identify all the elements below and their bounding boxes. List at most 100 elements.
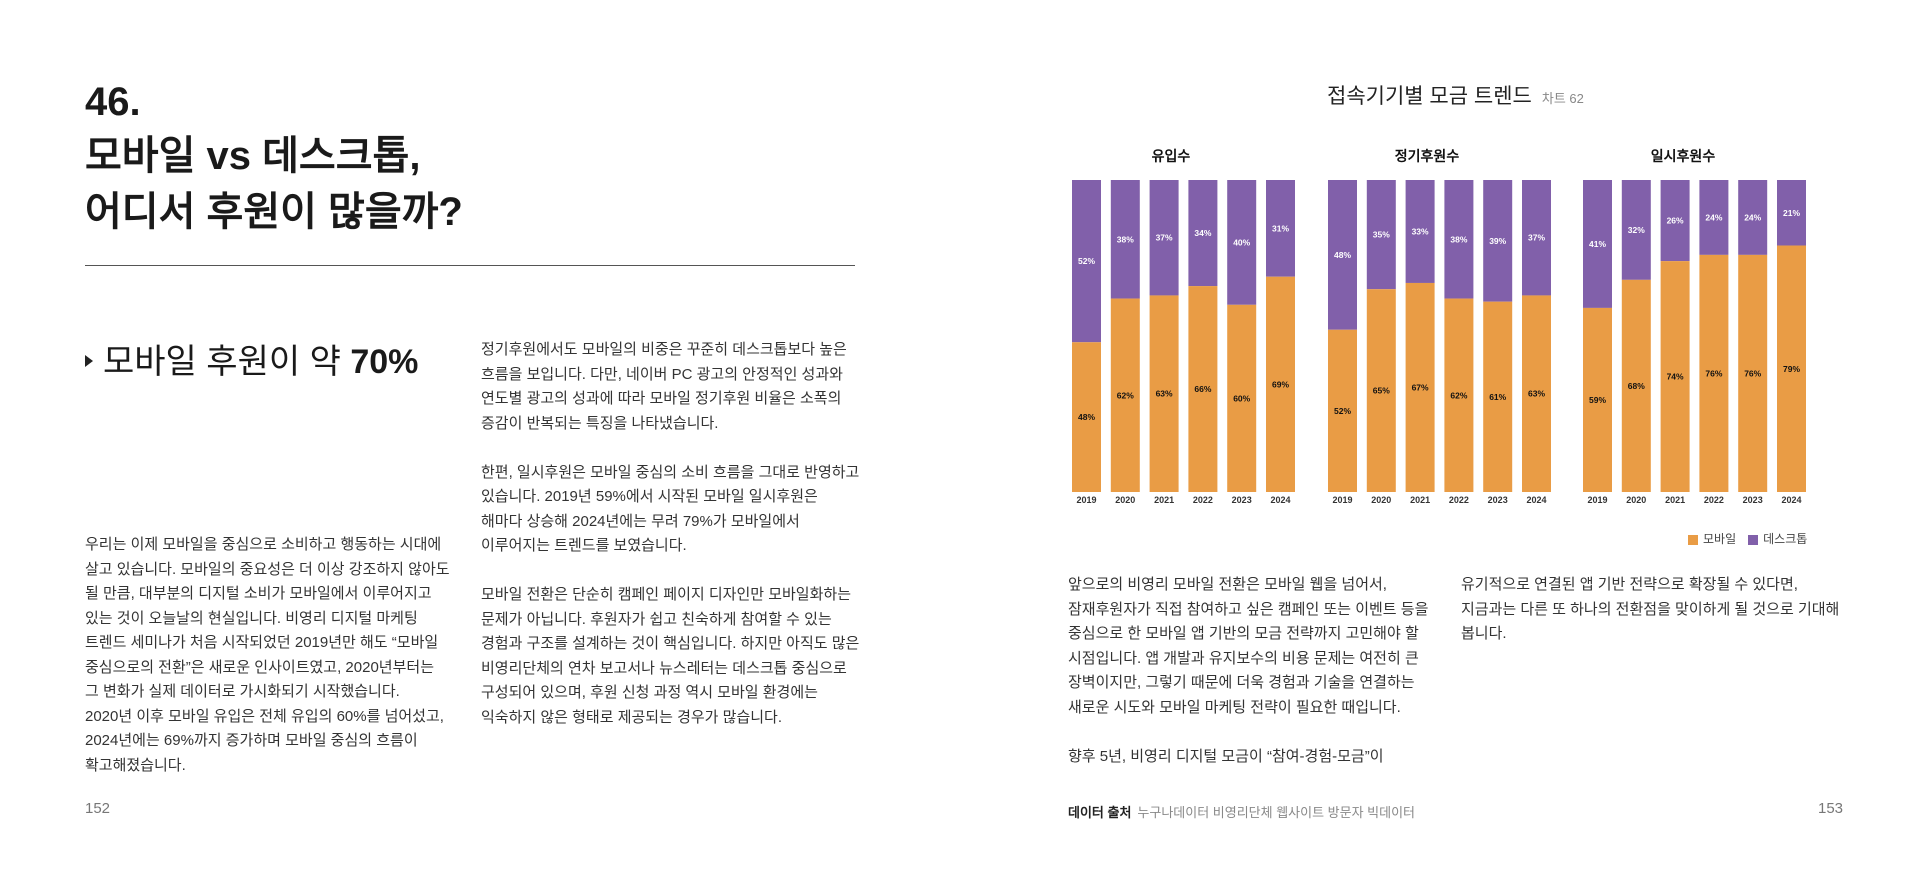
bar-desktop <box>1483 180 1513 302</box>
body-column-4: 유기적으로 연결된 앱 기반 전략으로 확장될 수 있다면, 지금과는 다른 또… <box>1461 576 1840 642</box>
data-label-mobile: 52% <box>1334 406 1351 416</box>
data-label-mobile: 61% <box>1489 392 1506 402</box>
x-tick-label: 2023 <box>1488 495 1508 505</box>
data-label-desktop: 40% <box>1233 237 1250 247</box>
x-tick-label: 2020 <box>1371 495 1391 505</box>
data-label-desktop: 48% <box>1334 250 1351 260</box>
data-label-mobile: 62% <box>1117 390 1134 400</box>
subheading-highlight: 70% <box>350 343 419 381</box>
subheading-text: 모바일 후원이 약 <box>103 343 351 381</box>
x-tick-label: 2023 <box>1232 495 1252 505</box>
chart-number: 차트 62 <box>1541 91 1584 106</box>
data-label-mobile: 48% <box>1078 412 1095 422</box>
bar-desktop <box>1110 180 1140 299</box>
bar-desktop <box>1227 180 1257 305</box>
data-label-mobile: 59% <box>1589 395 1606 405</box>
bar-mobile <box>1227 304 1257 492</box>
bar-mobile <box>1188 286 1218 492</box>
x-tick-label: 2020 <box>1626 495 1646 505</box>
panel-title: 정기후원수 <box>1394 148 1460 164</box>
bar-desktop <box>1738 180 1768 255</box>
bar-desktop <box>1149 180 1179 296</box>
data-label-mobile: 76% <box>1744 368 1761 378</box>
bar-desktop <box>1583 180 1612 308</box>
data-label-mobile: 69% <box>1272 379 1289 389</box>
data-label-desktop: 38% <box>1450 234 1467 244</box>
panel-title: 유입수 <box>1151 148 1191 164</box>
bar-mobile <box>1366 289 1396 492</box>
bar-mobile <box>1522 295 1551 492</box>
section-number: 46. <box>85 80 141 124</box>
page-title: 모바일 vs 데스크톱, 어디서 후원이 많을까? <box>85 128 785 240</box>
data-label-mobile: 66% <box>1194 384 1211 394</box>
bar-mobile <box>1405 282 1435 492</box>
bar-mobile <box>1777 245 1806 492</box>
bar-desktop <box>1699 180 1729 255</box>
legend-swatch-mobile <box>1688 534 1698 545</box>
page-number-right: 153 <box>1818 800 1844 817</box>
body-column-1: 우리는 이제 모바일을 중심으로 소비하고 행동하는 시대에 살고 있습니다. … <box>85 536 450 774</box>
bar-desktop <box>1072 180 1101 343</box>
bar-mobile <box>1444 298 1474 492</box>
data-label-desktop: 21% <box>1783 208 1800 218</box>
bar-mobile <box>1110 298 1140 492</box>
bar-mobile <box>1699 254 1729 492</box>
title-line: 어디서 후원이 많을까? <box>85 190 463 234</box>
bar-desktop <box>1522 180 1551 296</box>
bar-mobile <box>1660 261 1690 492</box>
bar-desktop <box>1444 180 1474 299</box>
panel-title: 일시후원수 <box>1650 148 1716 164</box>
triangle-bullet-icon <box>85 355 93 368</box>
bar-desktop <box>1328 180 1357 330</box>
bar-mobile <box>1149 295 1179 492</box>
x-tick-label: 2020 <box>1115 495 1135 505</box>
x-tick-label: 2019 <box>1332 495 1352 505</box>
x-tick-label: 2024 <box>1781 495 1801 505</box>
bar-mobile <box>1621 279 1651 492</box>
data-label-desktop: 24% <box>1705 212 1722 222</box>
bar-desktop <box>1366 180 1396 290</box>
bar-desktop <box>1777 180 1806 246</box>
data-label-mobile: 68% <box>1628 381 1645 391</box>
data-label-desktop: 38% <box>1117 234 1134 244</box>
x-tick-label: 2021 <box>1410 495 1430 505</box>
bar-mobile <box>1328 329 1357 492</box>
bar-mobile <box>1738 254 1768 492</box>
page-number-left: 152 <box>85 800 111 817</box>
data-label-mobile: 79% <box>1783 364 1800 374</box>
data-label-mobile: 74% <box>1667 372 1684 382</box>
data-source-text: 누구나데이터 비영리단체 웹사이트 방문자 빅데이터 <box>1137 805 1415 820</box>
data-label-mobile: 76% <box>1705 368 1722 378</box>
data-label-desktop: 26% <box>1667 216 1684 226</box>
data-source-label: 데이터 출처 <box>1068 805 1132 820</box>
subheading: 모바일 후원이 약 70% <box>85 340 418 384</box>
body-column-2: 정기후원에서도 모바일의 비중은 꾸준히 데스크톱보다 높은 흐름을 보입니다.… <box>481 341 860 726</box>
bar-mobile <box>1266 276 1295 492</box>
x-tick-label: 2019 <box>1587 495 1607 505</box>
data-label-desktop: 34% <box>1194 228 1211 238</box>
bar-mobile <box>1072 342 1101 492</box>
data-label-desktop: 39% <box>1489 236 1506 246</box>
data-label-desktop: 41% <box>1589 239 1606 249</box>
body-column-3: 앞으로의 비영리 모바일 전환은 모바일 웹을 넘어서, 잠재후원자가 직접 참… <box>1068 576 1429 765</box>
data-label-mobile: 63% <box>1156 389 1173 399</box>
data-label-desktop: 35% <box>1373 230 1390 240</box>
legend-item-desktop: 데스크톱 <box>1748 530 1807 547</box>
x-tick-label: 2022 <box>1704 495 1724 505</box>
x-tick-label: 2022 <box>1193 495 1213 505</box>
title-line: 모바일 vs 데스크톱, <box>85 134 421 178</box>
legend-item-mobile: 모바일 <box>1688 530 1736 547</box>
x-tick-label: 2021 <box>1154 495 1174 505</box>
bar-mobile <box>1483 301 1513 492</box>
x-tick-label: 2023 <box>1743 495 1763 505</box>
data-label-desktop: 52% <box>1078 256 1095 266</box>
data-label-desktop: 32% <box>1628 225 1645 235</box>
data-label-mobile: 65% <box>1373 386 1390 396</box>
data-label-desktop: 37% <box>1528 233 1545 243</box>
legend-label: 모바일 <box>1703 532 1737 546</box>
bar-desktop <box>1188 180 1218 287</box>
x-tick-label: 2024 <box>1270 495 1290 505</box>
data-label-desktop: 31% <box>1272 223 1289 233</box>
data-label-mobile: 63% <box>1528 389 1545 399</box>
